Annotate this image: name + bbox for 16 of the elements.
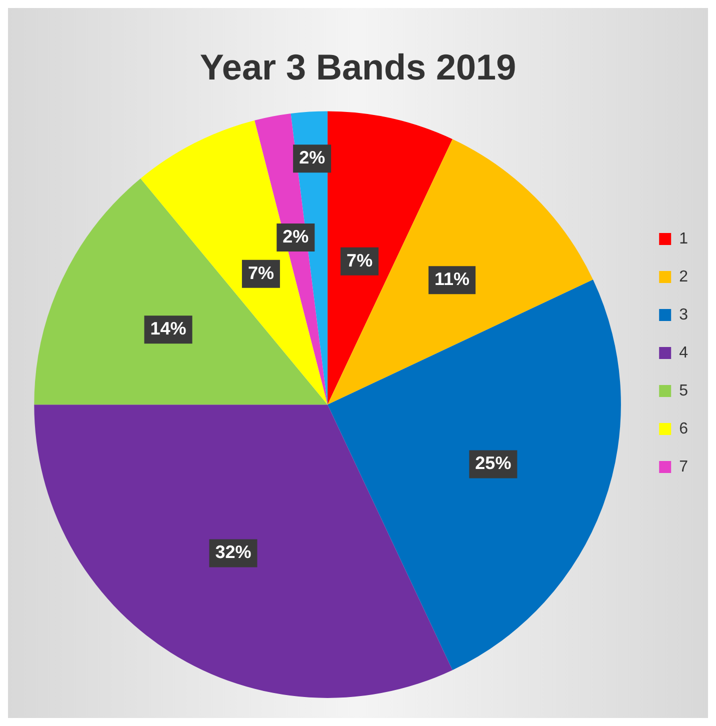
data-label: 7%: [248, 262, 274, 283]
legend-label: 4: [679, 344, 688, 362]
data-label: 32%: [215, 542, 252, 562]
legend-label: 5: [679, 382, 688, 400]
data-label: 7%: [346, 250, 373, 270]
legend-label: 1: [679, 230, 688, 248]
legend-label: 2: [679, 268, 688, 286]
data-label: 2%: [282, 226, 309, 246]
data-label: 2%: [299, 148, 326, 168]
data-label: 14%: [150, 318, 186, 339]
legend-label: 6: [679, 420, 688, 438]
legend-label: 7: [679, 458, 688, 476]
data-label: 11%: [434, 269, 470, 290]
legend-label: 3: [679, 306, 688, 324]
data-label: 25%: [475, 453, 512, 474]
chart-title: Year 3 Bands 2019: [200, 46, 516, 88]
